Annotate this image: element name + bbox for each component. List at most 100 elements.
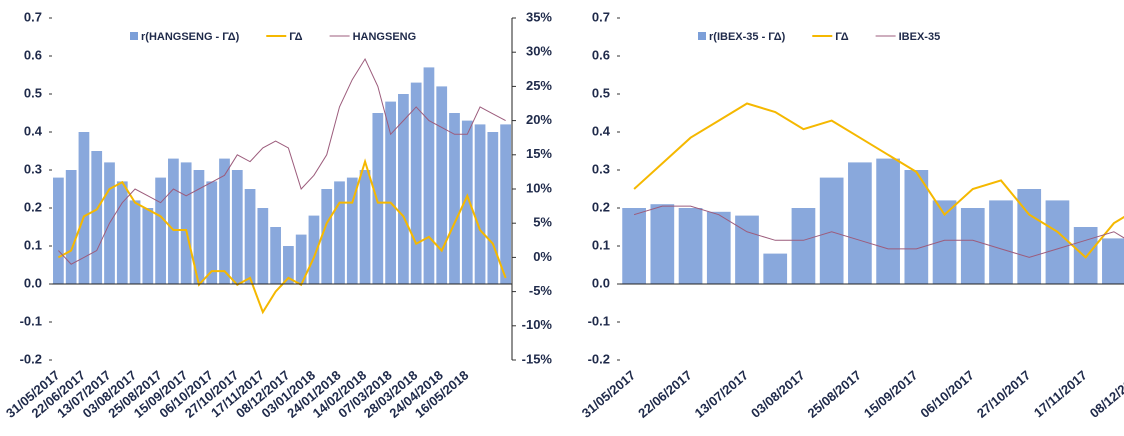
x-tick-label: 15/09/2017 xyxy=(861,367,920,420)
y2-tick-label: 10% xyxy=(526,180,552,195)
y2-tick-label: 0% xyxy=(533,249,552,264)
bar xyxy=(487,132,499,284)
y2-tick-label: 25% xyxy=(526,78,552,93)
y2-tick-label: 35% xyxy=(526,9,552,24)
bar xyxy=(385,101,396,284)
bar xyxy=(932,200,957,284)
bar xyxy=(270,227,281,284)
bar xyxy=(78,132,90,284)
bar xyxy=(321,189,333,284)
legend-label: HANGSENG xyxy=(353,31,417,43)
bar xyxy=(168,158,179,284)
y-tick-label: 0.1 xyxy=(592,237,610,252)
y2-tick-label: -5% xyxy=(529,283,553,298)
y-tick-label: 0.6 xyxy=(592,47,610,62)
bar xyxy=(678,208,703,284)
legend-label: r(HANGSENG - ΓΔ) xyxy=(141,31,240,43)
bar xyxy=(848,162,872,284)
bar xyxy=(1045,200,1070,284)
bar xyxy=(876,158,900,284)
bar xyxy=(142,208,154,284)
y2-tick-label: -10% xyxy=(522,317,553,332)
bar xyxy=(500,124,511,285)
y-tick-label: 0.5 xyxy=(592,85,610,100)
x-tick-label: 08/12/2017 xyxy=(1087,367,1124,420)
bar xyxy=(474,124,486,285)
bar xyxy=(398,94,409,284)
bar xyxy=(819,177,844,284)
x-tick-label: 03/08/2017 xyxy=(748,367,807,420)
line xyxy=(57,158,507,315)
bar xyxy=(91,151,103,284)
bar xyxy=(960,208,985,284)
bar xyxy=(244,189,256,284)
y2-tick-label: 30% xyxy=(526,44,552,59)
x-tick-label: 25/08/2017 xyxy=(805,367,864,420)
bar xyxy=(989,200,1013,284)
y-tick-label: 0.3 xyxy=(24,161,42,176)
panel: -0.2-0.10.00.10.20.30.40.50.60.7-20%-15%… xyxy=(579,9,1124,421)
legend-swatch xyxy=(698,32,706,40)
bar xyxy=(359,170,371,284)
bar xyxy=(436,86,448,285)
bar xyxy=(650,204,675,284)
y-tick-label: 0.2 xyxy=(592,199,610,214)
y-tick-label: 0.6 xyxy=(24,47,42,62)
y-tick-label: 0.7 xyxy=(592,9,610,24)
bar xyxy=(193,170,205,284)
bar xyxy=(904,170,929,284)
legend-label: ΓΔ xyxy=(835,31,848,43)
y2-tick-label: 5% xyxy=(533,215,552,230)
bar xyxy=(295,234,307,284)
bar xyxy=(449,113,460,284)
bar xyxy=(116,181,128,284)
y-tick-label: 0.5 xyxy=(24,85,42,100)
bar xyxy=(53,177,64,284)
y-tick-label: 0.0 xyxy=(592,275,610,290)
bar xyxy=(334,181,345,284)
y-tick-label: -0.1 xyxy=(588,313,610,328)
bar xyxy=(763,253,788,284)
legend-label: ΓΔ xyxy=(289,31,302,43)
bar xyxy=(231,170,243,284)
y-tick-label: 0.0 xyxy=(24,275,42,290)
bar xyxy=(180,162,192,284)
bar xyxy=(372,113,384,284)
y-tick-label: -0.2 xyxy=(20,351,42,366)
panel: -0.2 -0.1 0.0 0.1 0.2 0.3 0.4 0.5 0.6 0.7 -15% -10%… xyxy=(3,9,552,420)
bar xyxy=(308,215,320,284)
bar xyxy=(461,120,473,284)
x-tick-label: 13/07/2017 xyxy=(692,367,751,420)
y-tick-label: -0.2 xyxy=(588,351,610,366)
y2-tick-label: 15% xyxy=(526,146,552,161)
bar xyxy=(65,170,77,284)
bar xyxy=(735,215,759,284)
y2-tick-label: -15% xyxy=(522,351,553,366)
bar xyxy=(257,208,269,284)
y-tick-label: 0.1 xyxy=(24,237,42,252)
y-tick-label: 0.4 xyxy=(24,123,43,138)
bar xyxy=(1102,238,1124,284)
bar xyxy=(410,82,422,284)
x-tick-label: 17/11/2017 xyxy=(1031,367,1090,420)
x-tick-label: 06/10/2017 xyxy=(917,367,976,420)
x-tick-label: 27/10/2017 xyxy=(974,367,1033,420)
bar xyxy=(283,246,294,284)
y-tick-label: 0.7 xyxy=(24,9,42,24)
bar xyxy=(219,158,230,284)
line xyxy=(633,205,1124,258)
line xyxy=(58,57,506,265)
bar xyxy=(1073,227,1098,284)
bar xyxy=(791,208,816,284)
bar xyxy=(155,177,166,284)
bar xyxy=(622,208,646,284)
legend-label: r(IBEX-35 - ΓΔ) xyxy=(709,31,786,43)
legend-swatch xyxy=(130,32,138,40)
bar xyxy=(706,211,731,284)
x-tick-label: 22/06/2017 xyxy=(635,367,694,420)
y-tick-label: 0.3 xyxy=(592,161,610,176)
bar xyxy=(129,200,141,284)
legend-label: IBEX-35 xyxy=(899,31,941,43)
y-tick-label: -0.1 xyxy=(20,313,42,328)
